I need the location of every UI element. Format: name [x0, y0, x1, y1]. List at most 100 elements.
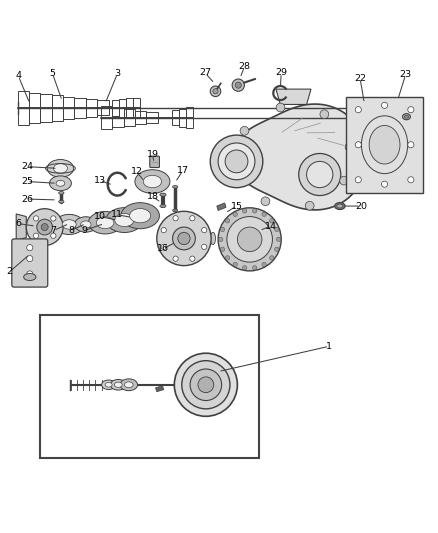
Polygon shape	[217, 203, 226, 211]
Text: 5: 5	[49, 69, 56, 78]
Circle shape	[234, 166, 243, 174]
Circle shape	[270, 219, 274, 223]
Text: 8: 8	[68, 226, 74, 235]
Circle shape	[201, 228, 207, 233]
Ellipse shape	[115, 214, 134, 227]
Ellipse shape	[143, 175, 162, 188]
Circle shape	[355, 177, 361, 183]
Circle shape	[225, 219, 230, 223]
Circle shape	[355, 142, 361, 148]
Ellipse shape	[135, 169, 170, 193]
Ellipse shape	[24, 273, 36, 280]
Ellipse shape	[130, 208, 151, 223]
Ellipse shape	[102, 380, 116, 390]
Circle shape	[182, 361, 230, 409]
Text: 17: 17	[177, 166, 189, 175]
Circle shape	[51, 216, 56, 221]
Text: 2: 2	[7, 267, 13, 276]
Circle shape	[210, 135, 263, 188]
Text: 11: 11	[111, 211, 124, 219]
Circle shape	[237, 227, 262, 252]
Text: 26: 26	[21, 195, 33, 204]
Circle shape	[355, 107, 361, 113]
Circle shape	[320, 110, 329, 119]
Ellipse shape	[106, 208, 143, 232]
Ellipse shape	[62, 220, 76, 229]
Circle shape	[27, 245, 33, 251]
Text: 4: 4	[15, 71, 21, 80]
Circle shape	[33, 216, 39, 221]
Text: 7: 7	[50, 226, 57, 235]
Circle shape	[408, 142, 414, 148]
Circle shape	[275, 247, 279, 252]
Circle shape	[198, 377, 214, 393]
Circle shape	[218, 143, 255, 180]
Circle shape	[345, 142, 354, 151]
Circle shape	[190, 369, 222, 400]
Circle shape	[225, 256, 230, 260]
Circle shape	[261, 197, 270, 206]
Circle shape	[252, 209, 257, 213]
Text: 1: 1	[326, 342, 332, 351]
Circle shape	[227, 216, 272, 262]
Circle shape	[243, 265, 247, 270]
Circle shape	[243, 209, 247, 213]
Text: 25: 25	[21, 177, 33, 186]
Circle shape	[276, 103, 285, 112]
Circle shape	[381, 181, 388, 187]
Circle shape	[220, 247, 225, 252]
Text: 27: 27	[199, 68, 211, 77]
Ellipse shape	[47, 159, 74, 177]
Ellipse shape	[337, 204, 343, 208]
Circle shape	[340, 176, 349, 185]
Circle shape	[276, 237, 281, 241]
Ellipse shape	[160, 193, 166, 196]
Circle shape	[33, 233, 39, 238]
Circle shape	[157, 211, 211, 265]
Text: 20: 20	[355, 201, 367, 211]
Ellipse shape	[369, 125, 400, 164]
Circle shape	[173, 256, 178, 261]
Circle shape	[190, 256, 195, 261]
Circle shape	[26, 209, 63, 246]
Text: 15: 15	[230, 201, 243, 211]
Circle shape	[174, 353, 237, 416]
Ellipse shape	[114, 382, 122, 387]
Ellipse shape	[124, 382, 133, 387]
Text: 23: 23	[399, 70, 412, 79]
Circle shape	[51, 233, 56, 238]
Circle shape	[201, 244, 207, 249]
Circle shape	[233, 262, 237, 266]
Ellipse shape	[53, 164, 67, 173]
Ellipse shape	[173, 185, 178, 188]
Polygon shape	[276, 89, 311, 104]
Circle shape	[252, 265, 257, 270]
Circle shape	[190, 216, 195, 221]
Circle shape	[220, 227, 225, 232]
Text: 18: 18	[146, 192, 159, 201]
Ellipse shape	[81, 221, 91, 228]
Ellipse shape	[110, 379, 126, 390]
Circle shape	[210, 86, 221, 96]
Ellipse shape	[56, 180, 65, 186]
Circle shape	[27, 255, 33, 262]
Bar	[40, 314, 259, 458]
Ellipse shape	[120, 379, 138, 391]
Circle shape	[219, 237, 223, 241]
Circle shape	[178, 232, 190, 245]
Polygon shape	[16, 214, 26, 240]
Circle shape	[41, 223, 48, 231]
Ellipse shape	[210, 232, 215, 245]
Ellipse shape	[96, 217, 114, 229]
Ellipse shape	[59, 200, 64, 203]
Text: 3: 3	[114, 69, 120, 78]
Text: 14: 14	[265, 222, 277, 231]
Circle shape	[235, 82, 241, 88]
Circle shape	[408, 107, 414, 113]
Circle shape	[262, 212, 266, 216]
FancyBboxPatch shape	[150, 156, 159, 167]
Text: 24: 24	[21, 162, 33, 171]
Circle shape	[225, 150, 248, 173]
Circle shape	[37, 219, 53, 235]
Circle shape	[305, 201, 314, 210]
